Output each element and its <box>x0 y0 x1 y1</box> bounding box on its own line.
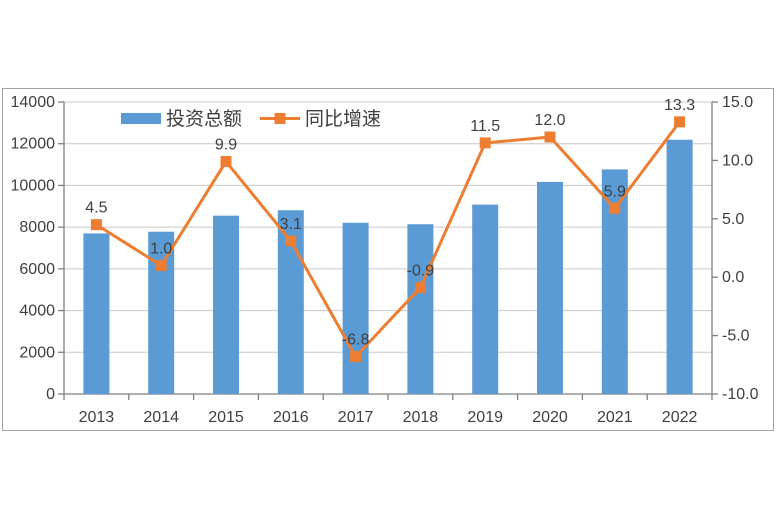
data-label-2013: 4.5 <box>85 200 107 217</box>
bar-2019 <box>472 204 499 394</box>
investment-growth-chart: 0 2000 4000 6000 8000 10000 12000 14000 -10.0 -5.… <box>2 88 774 431</box>
y-axis-right-label: -5.0 <box>722 328 750 345</box>
legend-bar-label: 投资总额 <box>166 108 242 130</box>
data-label-2019: 11.5 <box>470 118 500 135</box>
y-axis-right-label: 5.0 <box>722 211 744 228</box>
data-label-2014: 1.0 <box>150 241 172 258</box>
marker-2014 <box>155 260 167 272</box>
x-axis-label: 2022 <box>662 409 698 426</box>
marker-2015 <box>220 156 232 168</box>
bar-2020 <box>537 181 563 394</box>
x-axis-label: 2017 <box>338 409 374 426</box>
marker-2020 <box>544 131 556 143</box>
y-axis-left-label: 12000 <box>11 136 56 153</box>
data-label-2015: 9.9 <box>215 137 237 154</box>
y-axis-right-label: 10.0 <box>722 152 753 169</box>
x-axis-label: 2015 <box>208 409 244 426</box>
marker-2016 <box>285 235 297 247</box>
data-label-2016: 3.1 <box>280 216 302 233</box>
y-axis-left-label: 2000 <box>19 344 55 361</box>
x-axis-label: 2013 <box>79 409 115 426</box>
x-axis-label: 2016 <box>273 409 309 426</box>
x-axis: 2013 2014 2015 2016 2017 2018 2019 2020 2021 2022 <box>63 393 713 426</box>
bar-2013 <box>83 233 110 394</box>
growth-line <box>95 120 681 359</box>
y-axis-right: -10.0 -5.0 0.0 5.0 10.0 15.0 <box>711 94 759 403</box>
x-axis-label: 2021 <box>597 409 633 426</box>
y-axis-left-label: 10000 <box>11 177 56 194</box>
bar-2018 <box>407 224 434 394</box>
y-axis-left-label: 4000 <box>19 303 55 320</box>
y-axis-right-label: 15.0 <box>722 94 753 111</box>
bar-2022 <box>666 139 693 394</box>
y-axis-left-label: 6000 <box>19 261 55 278</box>
data-label-2022: 13.3 <box>664 97 695 114</box>
legend-line-label: 同比增速 <box>305 108 381 130</box>
data-label-2021: 5.9 <box>604 183 626 200</box>
bar-series <box>83 139 693 394</box>
y-axis-right-label: 0.0 <box>722 269 744 286</box>
marker-2019 <box>479 137 491 149</box>
legend-line-marker-icon <box>274 113 286 124</box>
y-axis-right-label: -10.0 <box>722 386 759 403</box>
y-axis-left-label: 0 <box>46 386 55 403</box>
x-axis-label: 2018 <box>403 409 439 426</box>
bar-2017 <box>342 222 369 394</box>
y-axis-left-label: 14000 <box>11 94 56 111</box>
data-label-2017: -6.8 <box>342 332 370 349</box>
marker-2013 <box>90 219 102 231</box>
line-series: 4.5 1.0 9.9 3.1 -6.8 -0.9 11.5 12.0 5.9 13.3 <box>85 97 695 363</box>
marker-2017 <box>350 351 362 363</box>
legend: 投资总额 同比增速 <box>121 108 381 130</box>
marker-2018 <box>414 282 426 294</box>
y-axis-left: 0 2000 4000 6000 8000 10000 12000 14000 <box>11 94 65 403</box>
data-label-2018: -0.9 <box>407 263 435 280</box>
data-label-2020: 12.0 <box>534 112 565 129</box>
bar-2015 <box>213 215 239 394</box>
marker-2021 <box>609 202 621 214</box>
x-axis-label: 2014 <box>143 409 179 426</box>
chart-canvas: 0 2000 4000 6000 8000 10000 12000 14000 -10.0 -5.… <box>11 94 759 426</box>
x-axis-label: 2020 <box>532 409 568 426</box>
x-axis-label: 2019 <box>467 409 503 426</box>
legend-bar-swatch-icon <box>121 113 161 124</box>
y-axis-left-label: 8000 <box>19 219 55 236</box>
marker-2022 <box>674 116 686 128</box>
